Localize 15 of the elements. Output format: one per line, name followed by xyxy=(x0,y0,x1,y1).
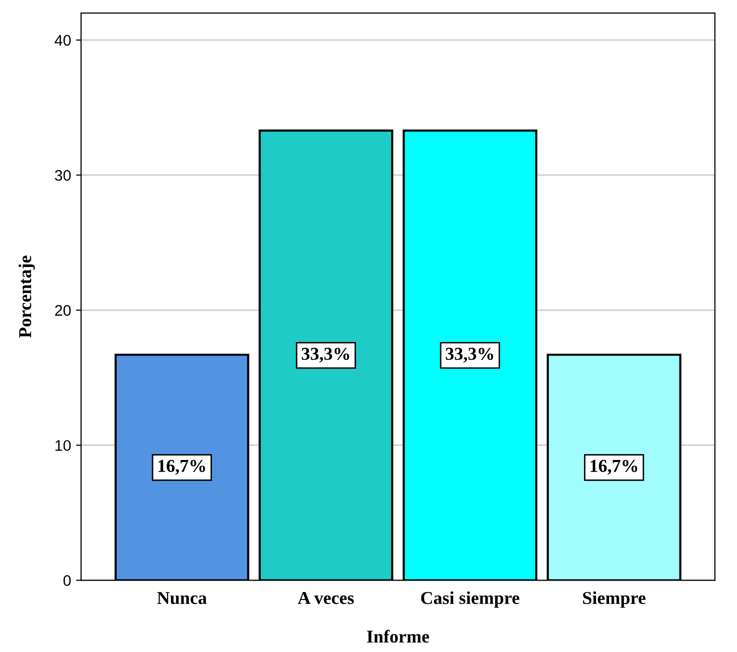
data-label: 33,3% xyxy=(302,348,350,363)
y-tick-label: 40 xyxy=(54,34,71,46)
y-axis-title: Porcentaje xyxy=(18,256,35,338)
data-label: 16,7% xyxy=(158,460,206,475)
x-tick-label: Nunca xyxy=(157,592,207,604)
y-tick-label: 20 xyxy=(55,305,71,316)
y-tick-label: 10 xyxy=(56,440,71,451)
x-tick-label: A veces xyxy=(298,592,354,604)
data-label: 16,7% xyxy=(590,460,638,475)
x-axis-title: Informe xyxy=(367,630,430,643)
data-label: 33,3% xyxy=(446,348,494,363)
y-tick-label: 30 xyxy=(54,170,71,181)
x-tick-label: Siempre xyxy=(583,591,646,608)
x-tick-label: Casi siempre xyxy=(421,591,520,608)
y-tick-label: 0 xyxy=(63,575,71,586)
